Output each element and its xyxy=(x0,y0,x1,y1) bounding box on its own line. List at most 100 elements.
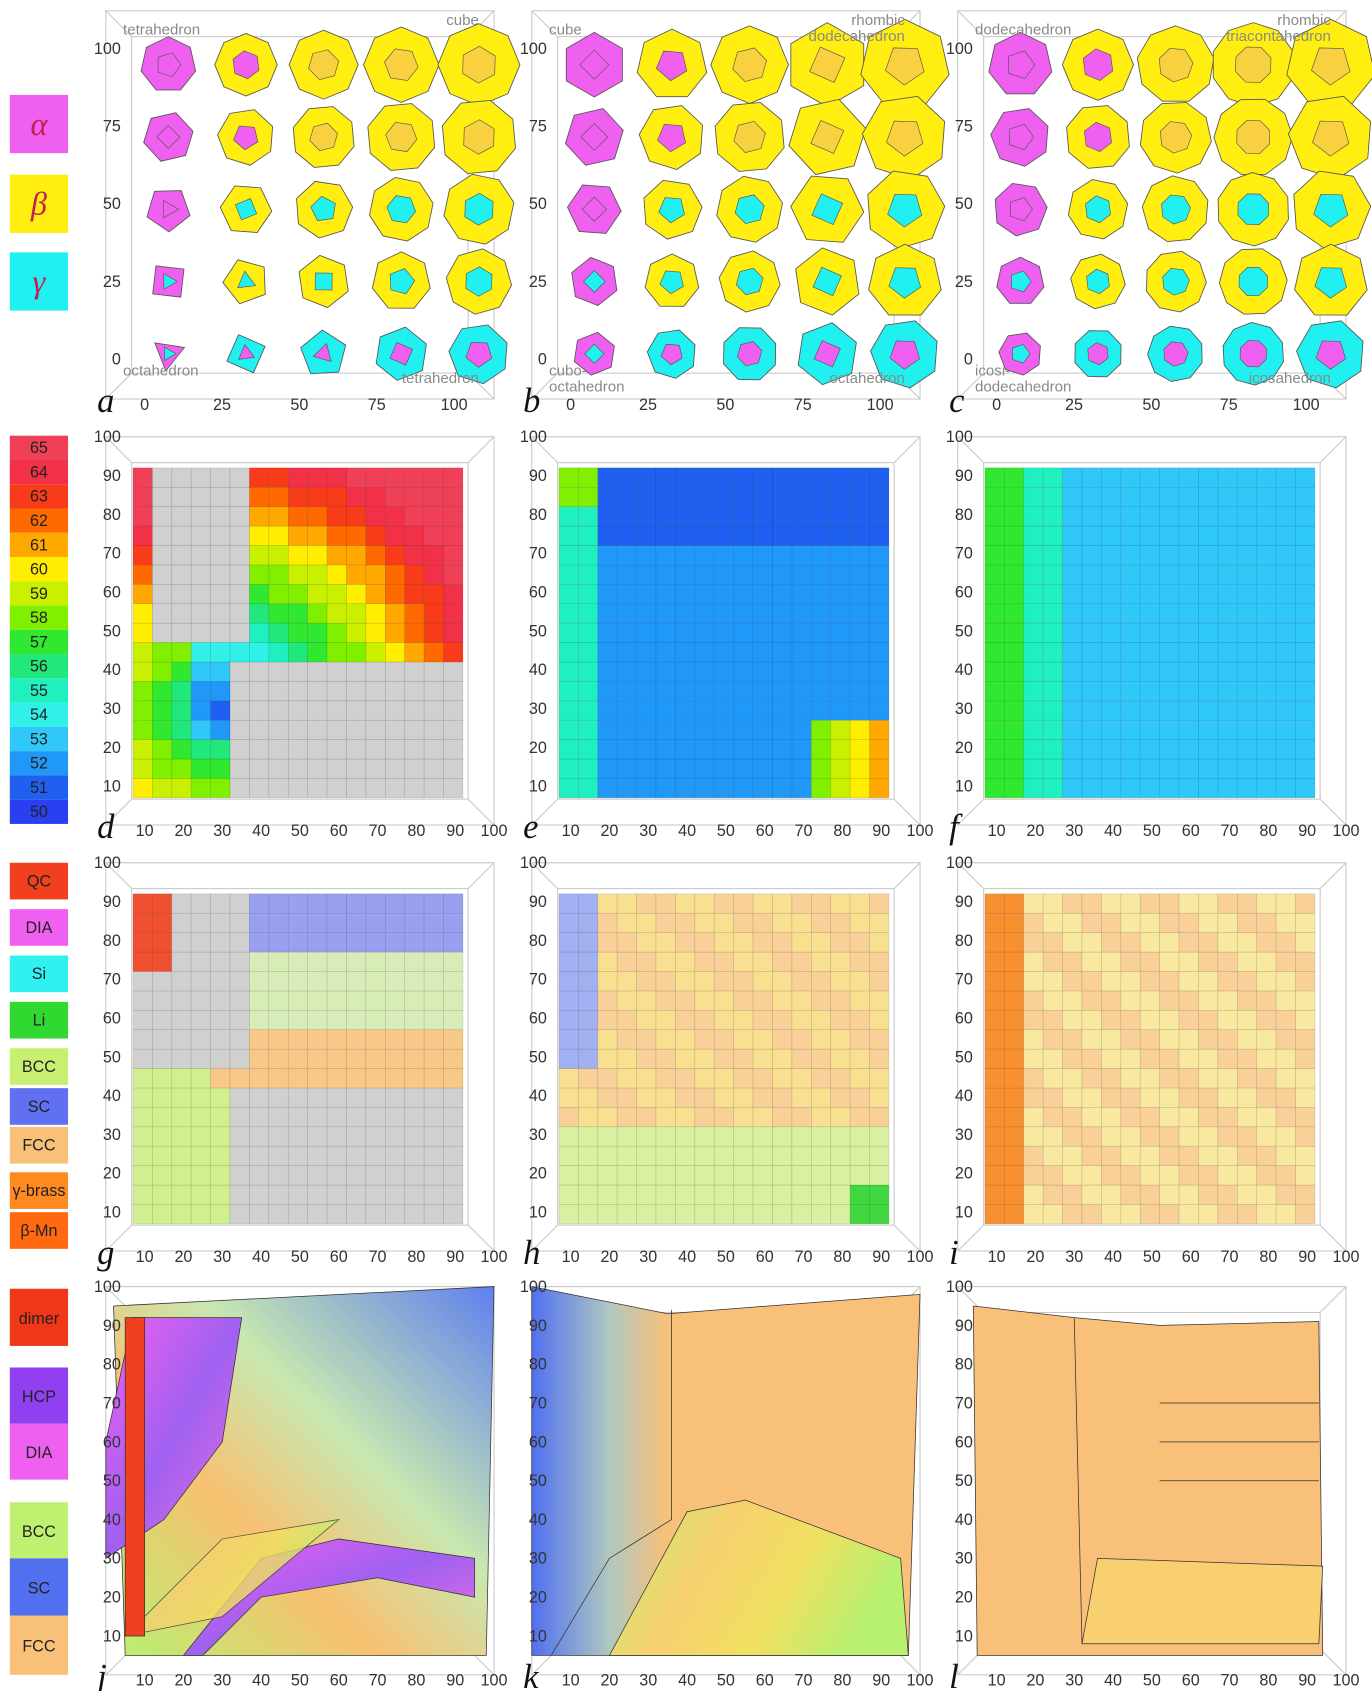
cell xyxy=(772,545,791,564)
cell xyxy=(870,1069,889,1088)
cell xyxy=(1063,778,1082,797)
cell xyxy=(211,604,230,623)
cell xyxy=(695,933,714,952)
cell xyxy=(637,759,656,778)
cell xyxy=(656,487,675,506)
cell xyxy=(1004,1204,1023,1223)
cell xyxy=(1237,720,1256,739)
cell xyxy=(559,720,578,739)
cell xyxy=(753,604,772,623)
x-tick-label: 40 xyxy=(1104,822,1122,840)
y-tick-label: 0 xyxy=(538,351,547,369)
cell xyxy=(772,759,791,778)
cell xyxy=(1024,623,1043,642)
cell xyxy=(850,468,869,487)
cell xyxy=(1082,487,1101,506)
cell xyxy=(405,1146,424,1165)
cell xyxy=(1198,1030,1217,1049)
cell xyxy=(269,1049,288,1068)
cell xyxy=(714,526,733,545)
cell xyxy=(347,1049,366,1068)
cell xyxy=(559,894,578,913)
cell xyxy=(695,468,714,487)
cell xyxy=(1160,913,1179,932)
cell xyxy=(366,545,385,564)
cell xyxy=(675,662,694,681)
cell xyxy=(249,662,268,681)
cell xyxy=(1121,604,1140,623)
cell xyxy=(617,681,636,700)
cell xyxy=(675,545,694,564)
x-tick-label: 50 xyxy=(1142,396,1160,414)
cell xyxy=(327,952,346,971)
legend-label: β xyxy=(30,186,48,222)
y-tick-label: 75 xyxy=(955,118,973,136)
cell xyxy=(772,487,791,506)
cell xyxy=(1140,1069,1159,1088)
cell xyxy=(424,1185,443,1204)
y-tick-label: 100 xyxy=(520,428,547,446)
cell xyxy=(249,604,268,623)
cell xyxy=(366,1030,385,1049)
cell xyxy=(811,778,830,797)
cell xyxy=(617,1204,636,1223)
cell xyxy=(753,526,772,545)
cell xyxy=(1082,584,1101,603)
cell xyxy=(811,1146,830,1165)
cell xyxy=(850,1185,869,1204)
cell xyxy=(1276,1010,1295,1029)
cell xyxy=(734,526,753,545)
x-tick-label: 100 xyxy=(907,1672,934,1690)
cell xyxy=(1043,913,1062,932)
cell xyxy=(211,1127,230,1146)
cell xyxy=(811,720,830,739)
cell xyxy=(152,1010,171,1029)
cell xyxy=(1160,1010,1179,1029)
cell xyxy=(1179,662,1198,681)
cell xyxy=(327,487,346,506)
cell xyxy=(385,1166,404,1185)
y-tick-label: 10 xyxy=(103,778,121,796)
cell xyxy=(1004,565,1023,584)
cell xyxy=(1043,1010,1062,1029)
cell xyxy=(347,604,366,623)
cell xyxy=(1082,643,1101,662)
cell xyxy=(1004,584,1023,603)
y-tick-label: 60 xyxy=(103,583,121,601)
cell xyxy=(559,778,578,797)
cell xyxy=(637,604,656,623)
cell xyxy=(444,1069,463,1088)
cell xyxy=(191,894,210,913)
y-tick-label: 50 xyxy=(529,1048,547,1066)
cell xyxy=(1121,1185,1140,1204)
cell xyxy=(211,778,230,797)
cell xyxy=(1257,643,1276,662)
y-tick-label: 90 xyxy=(103,1317,121,1335)
cell xyxy=(578,681,597,700)
cell xyxy=(444,952,463,971)
cell xyxy=(714,971,733,990)
y-tick-label: 80 xyxy=(103,932,121,950)
cell xyxy=(1218,623,1237,642)
cell xyxy=(133,759,152,778)
frame xyxy=(1320,437,1346,463)
cell xyxy=(1276,913,1295,932)
cell xyxy=(444,526,463,545)
cell xyxy=(308,1088,327,1107)
cell xyxy=(191,526,210,545)
cell xyxy=(831,701,850,720)
cell xyxy=(308,643,327,662)
cell xyxy=(1257,526,1276,545)
cell xyxy=(870,604,889,623)
cell xyxy=(152,1030,171,1049)
cell xyxy=(288,778,307,797)
cell xyxy=(211,933,230,952)
cell xyxy=(444,1107,463,1126)
cell xyxy=(191,701,210,720)
legend-label: DIA xyxy=(25,919,52,937)
x-tick-label: 10 xyxy=(136,1672,154,1690)
panel-letter: d xyxy=(97,808,115,846)
cell xyxy=(133,565,152,584)
cell xyxy=(269,545,288,564)
cell xyxy=(133,681,152,700)
